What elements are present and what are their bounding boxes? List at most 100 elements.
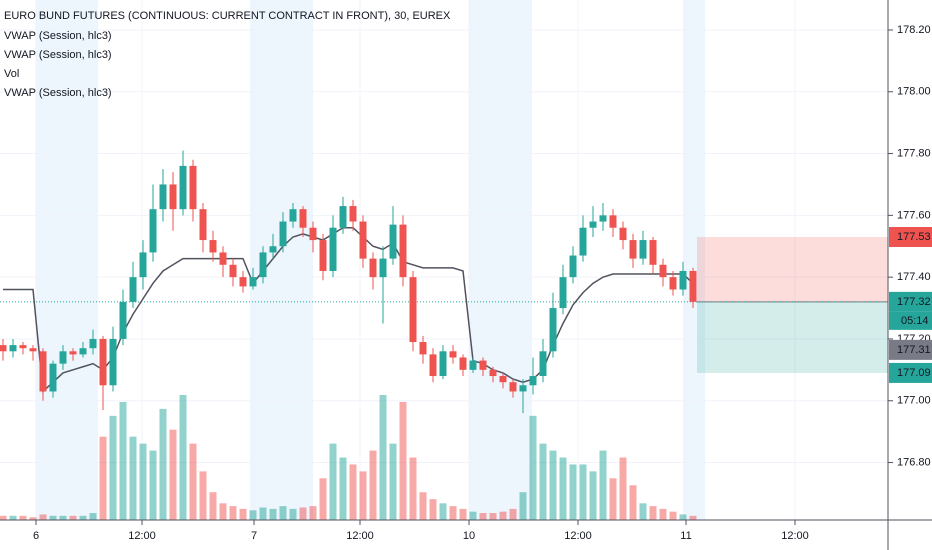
candle-body (249, 277, 257, 287)
candle-body (299, 209, 307, 228)
candle-body (119, 301, 127, 339)
candle-body (279, 221, 287, 247)
volume-bar (159, 408, 167, 520)
legend-entry: VWAP (Session, hlc3) (4, 49, 112, 61)
volume-bar (269, 508, 277, 520)
candle-body (9, 345, 17, 352)
volume-bar (659, 508, 667, 520)
volume-bar (319, 478, 327, 520)
candle-body (189, 165, 197, 210)
legend-entry: Vol (4, 68, 19, 80)
y-tick-label: 178.00 (897, 86, 931, 98)
volume-bar (309, 506, 317, 520)
candle-body (479, 360, 487, 370)
candle-body (559, 277, 567, 309)
volume-bar (509, 508, 517, 520)
volume-bar (579, 464, 587, 520)
candle-body (239, 277, 247, 287)
candle-body (319, 240, 327, 271)
volume-bar (219, 503, 227, 520)
candle-body (159, 184, 167, 210)
volume-bar (379, 395, 387, 520)
candle-body (329, 227, 337, 271)
y-tick-label: 176.80 (897, 456, 931, 468)
background-layer (0, 0, 888, 520)
candle-body (379, 258, 387, 278)
volume-bar (439, 503, 447, 520)
volume-bar (649, 506, 657, 520)
volume-bar (109, 415, 117, 520)
volume-bar (589, 471, 597, 520)
volume-bar (249, 510, 257, 520)
candle-body (89, 338, 97, 349)
price-label: 177.53 (897, 231, 931, 243)
volume-bar (599, 450, 607, 520)
volume-bar (639, 503, 647, 520)
session-band (469, 0, 532, 520)
volume-bar (429, 499, 437, 520)
volume-bar (359, 471, 367, 520)
volume-bar (389, 443, 397, 520)
volume-bar (99, 436, 107, 520)
volume-bar (449, 506, 457, 520)
candle-body (389, 224, 397, 259)
x-tick-label: 7 (251, 530, 257, 542)
candle-body (399, 224, 407, 278)
candle-body (439, 351, 447, 377)
candle-body (589, 221, 597, 228)
volume-bar (279, 506, 287, 520)
candle-body (149, 209, 157, 253)
candle-body (549, 308, 557, 352)
volume-bar (49, 515, 57, 520)
volume-bar (369, 450, 377, 520)
countdown-bg (889, 311, 932, 330)
y-tick-label: 177.00 (897, 395, 931, 407)
candle-body (29, 348, 37, 352)
volume-bar (669, 511, 677, 520)
volume-bar (179, 395, 187, 520)
session-band (683, 0, 705, 520)
volume-bar (479, 513, 487, 520)
candle-body (669, 277, 677, 290)
candle-body (179, 165, 187, 210)
price-label-bg (889, 339, 932, 360)
volume-bar (289, 508, 297, 520)
volume-bar (79, 515, 87, 520)
volume-bar (129, 436, 137, 520)
x-tick-label: 11 (680, 530, 691, 542)
candle-body (519, 385, 527, 392)
volume-bar (199, 471, 207, 520)
candle-body (229, 264, 237, 278)
candle-body (499, 376, 507, 383)
price-label-bg (889, 291, 932, 312)
stop-zone (697, 236, 888, 302)
volume-bar (409, 457, 417, 520)
candle-body (649, 240, 657, 265)
volume-bar (239, 508, 247, 520)
candle-body (259, 252, 267, 278)
volume-bar (139, 443, 147, 520)
candle-body (349, 206, 357, 222)
candle-body (369, 258, 377, 278)
x-tick-label: 12:00 (564, 530, 592, 542)
x-tick-label: 6 (33, 530, 39, 542)
vwap-line (3, 226, 694, 394)
candle-body (59, 351, 67, 364)
volume-bar (169, 429, 177, 520)
volume-bar (569, 464, 577, 520)
candle-body (209, 240, 217, 253)
volume-bar (59, 515, 67, 520)
volume-bar (469, 511, 477, 520)
candle-body (0, 345, 7, 352)
volume-bar (499, 511, 507, 520)
candle-body (109, 338, 117, 386)
volume-bar (259, 507, 267, 520)
volume-bar (209, 492, 217, 520)
volume-bar (459, 508, 467, 520)
volume-bar (9, 515, 17, 520)
candle-body (99, 338, 107, 386)
volume-bar (149, 450, 157, 520)
candle-body (679, 270, 687, 290)
candle-body (569, 255, 577, 278)
